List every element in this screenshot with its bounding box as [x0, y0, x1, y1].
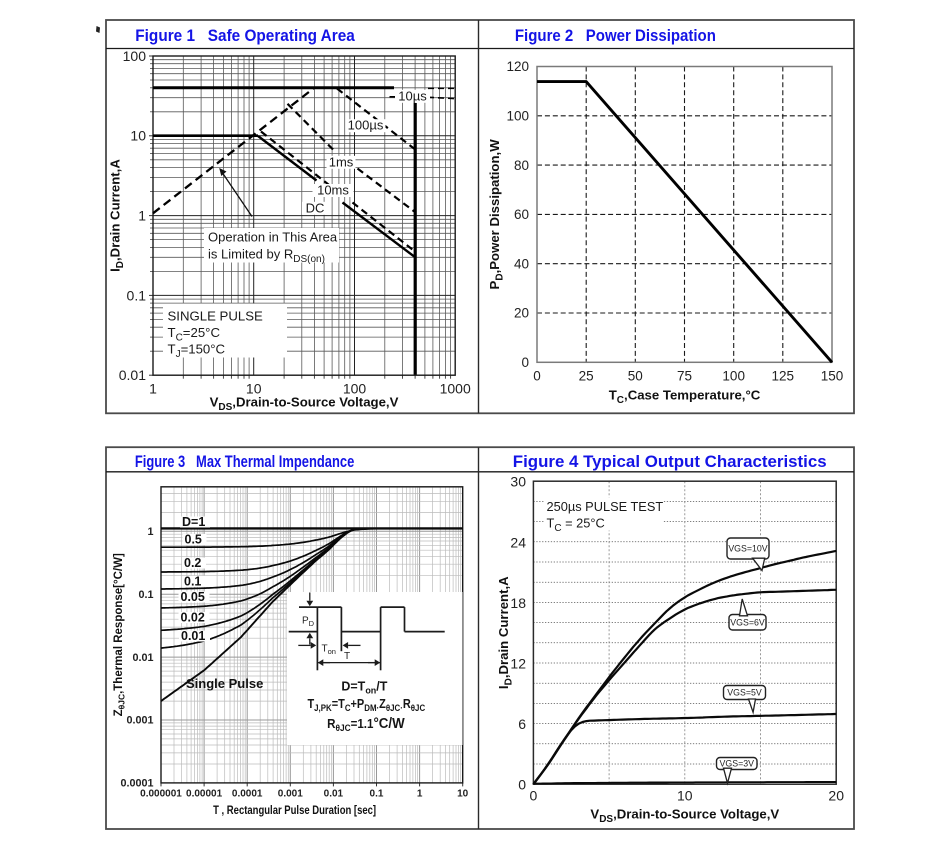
svg-text:D=1: D=1: [182, 515, 205, 529]
svg-text:0.2: 0.2: [184, 556, 201, 570]
svg-text:SINGLE PULSE: SINGLE PULSE: [168, 309, 263, 324]
svg-text:0.0001: 0.0001: [232, 789, 263, 800]
svg-text:VDS,Drain-to-Source Voltage,V: VDS,Drain-to-Source Voltage,V: [590, 807, 779, 826]
svg-text:T , Rectangular Pulse Duration: T , Rectangular Pulse Duration [sec]: [213, 803, 376, 817]
svg-text:60: 60: [514, 207, 529, 222]
svg-text:1000: 1000: [440, 381, 471, 397]
svg-text:30: 30: [510, 474, 526, 490]
svg-text:VGS=10V: VGS=10V: [728, 544, 767, 554]
svg-text:10: 10: [246, 381, 262, 397]
svg-text:100: 100: [123, 48, 147, 64]
svg-text:0.01: 0.01: [181, 629, 205, 643]
svg-text:0.05: 0.05: [181, 590, 205, 604]
svg-text:T: T: [344, 651, 350, 662]
svg-text:0.01: 0.01: [324, 789, 344, 800]
svg-text:25: 25: [579, 369, 594, 384]
svg-text:Figure 1 Safe Operating Area: Figure 1 Safe Operating Area: [135, 26, 355, 45]
svg-text:0.001: 0.001: [278, 789, 303, 800]
svg-text:0: 0: [530, 788, 538, 804]
svg-text:75: 75: [677, 369, 692, 384]
svg-text:125: 125: [772, 369, 795, 384]
svg-text:1: 1: [147, 526, 153, 538]
svg-text:0: 0: [521, 355, 529, 370]
svg-text:VDS,Drain-to-Source Voltage,V: VDS,Drain-to-Source Voltage,V: [210, 395, 399, 414]
svg-text:DC: DC: [306, 200, 325, 215]
svg-text:0.1: 0.1: [184, 574, 201, 588]
svg-text:0.01: 0.01: [132, 652, 153, 664]
svg-text:VGS=5V: VGS=5V: [727, 688, 762, 698]
svg-text:Ton: Ton: [322, 644, 336, 657]
svg-text:TJ=150°C: TJ=150°C: [168, 342, 226, 361]
svg-text:100: 100: [506, 109, 529, 124]
svg-text:TC,Case Temperature,°C: TC,Case Temperature,°C: [609, 388, 761, 407]
svg-text:D=Ton/T: D=Ton/T: [341, 679, 387, 697]
svg-text:20: 20: [828, 788, 844, 804]
svg-text:Figure 3 Max Thermal Impenda: Figure 3 Max Thermal Impendance: [135, 452, 354, 471]
svg-text:VGS=6V: VGS=6V: [730, 618, 765, 628]
svg-text:Operation in This Area: Operation in This Area: [208, 230, 338, 245]
svg-text:50: 50: [628, 369, 643, 384]
svg-text:0.1: 0.1: [127, 287, 147, 303]
svg-text:1: 1: [417, 789, 423, 800]
svg-text:0.0001: 0.0001: [120, 778, 153, 790]
svg-text:100: 100: [343, 381, 367, 397]
svg-text:10ms: 10ms: [317, 183, 349, 198]
svg-text:40: 40: [514, 256, 529, 271]
svg-text:10µs: 10µs: [398, 88, 427, 103]
svg-text:0: 0: [518, 777, 526, 793]
svg-text:18: 18: [510, 595, 526, 611]
svg-text:Figure 4 Typical Output Charac: Figure 4 Typical Output Characteristics: [513, 452, 827, 471]
svg-text:10: 10: [130, 128, 146, 144]
svg-text:250µs PULSE TEST: 250µs PULSE TEST: [547, 499, 664, 514]
svg-text:0.00001: 0.00001: [186, 789, 223, 800]
svg-text:ID,Drain Current,A: ID,Drain Current,A: [108, 159, 127, 272]
svg-text:0.000001: 0.000001: [140, 789, 182, 800]
svg-text:1ms: 1ms: [329, 154, 354, 169]
svg-text:Figure 2 Power Dissipation: Figure 2 Power Dissipation: [515, 26, 716, 45]
svg-text:0.1: 0.1: [370, 789, 384, 800]
svg-text:150: 150: [821, 369, 844, 384]
svg-text:24: 24: [510, 534, 526, 550]
svg-text:12: 12: [510, 656, 526, 672]
svg-text:100µs: 100µs: [348, 118, 384, 133]
svg-text:120: 120: [506, 59, 529, 74]
svg-text:0.01: 0.01: [119, 367, 146, 383]
svg-text:10: 10: [677, 788, 693, 804]
svg-text:TC = 25°C: TC = 25°C: [547, 516, 605, 535]
svg-text:1: 1: [149, 381, 157, 397]
svg-text:80: 80: [514, 158, 529, 173]
svg-text:0.1: 0.1: [138, 589, 153, 601]
svg-text:10: 10: [457, 789, 469, 800]
svg-text:PD: PD: [302, 616, 315, 629]
svg-text:1: 1: [138, 208, 146, 224]
svg-text:Single Pulse: Single Pulse: [186, 676, 263, 691]
svg-text:VGS=3V: VGS=3V: [720, 759, 755, 769]
svg-text:PD,Power Dissipation,W: PD,Power Dissipation,W: [487, 139, 506, 290]
svg-text:6: 6: [518, 716, 526, 732]
svg-text:ZθJC,Thermal Response[°C/W]: ZθJC,Thermal Response[°C/W]: [113, 553, 127, 716]
svg-text:0.5: 0.5: [185, 533, 202, 547]
svg-text:0.001: 0.001: [126, 715, 153, 727]
svg-text:100: 100: [722, 369, 745, 384]
svg-text:0: 0: [533, 369, 541, 384]
svg-text:ID,Drain Current,A: ID,Drain Current,A: [496, 576, 515, 689]
svg-text:0.02: 0.02: [181, 611, 205, 625]
svg-text:20: 20: [514, 306, 529, 321]
